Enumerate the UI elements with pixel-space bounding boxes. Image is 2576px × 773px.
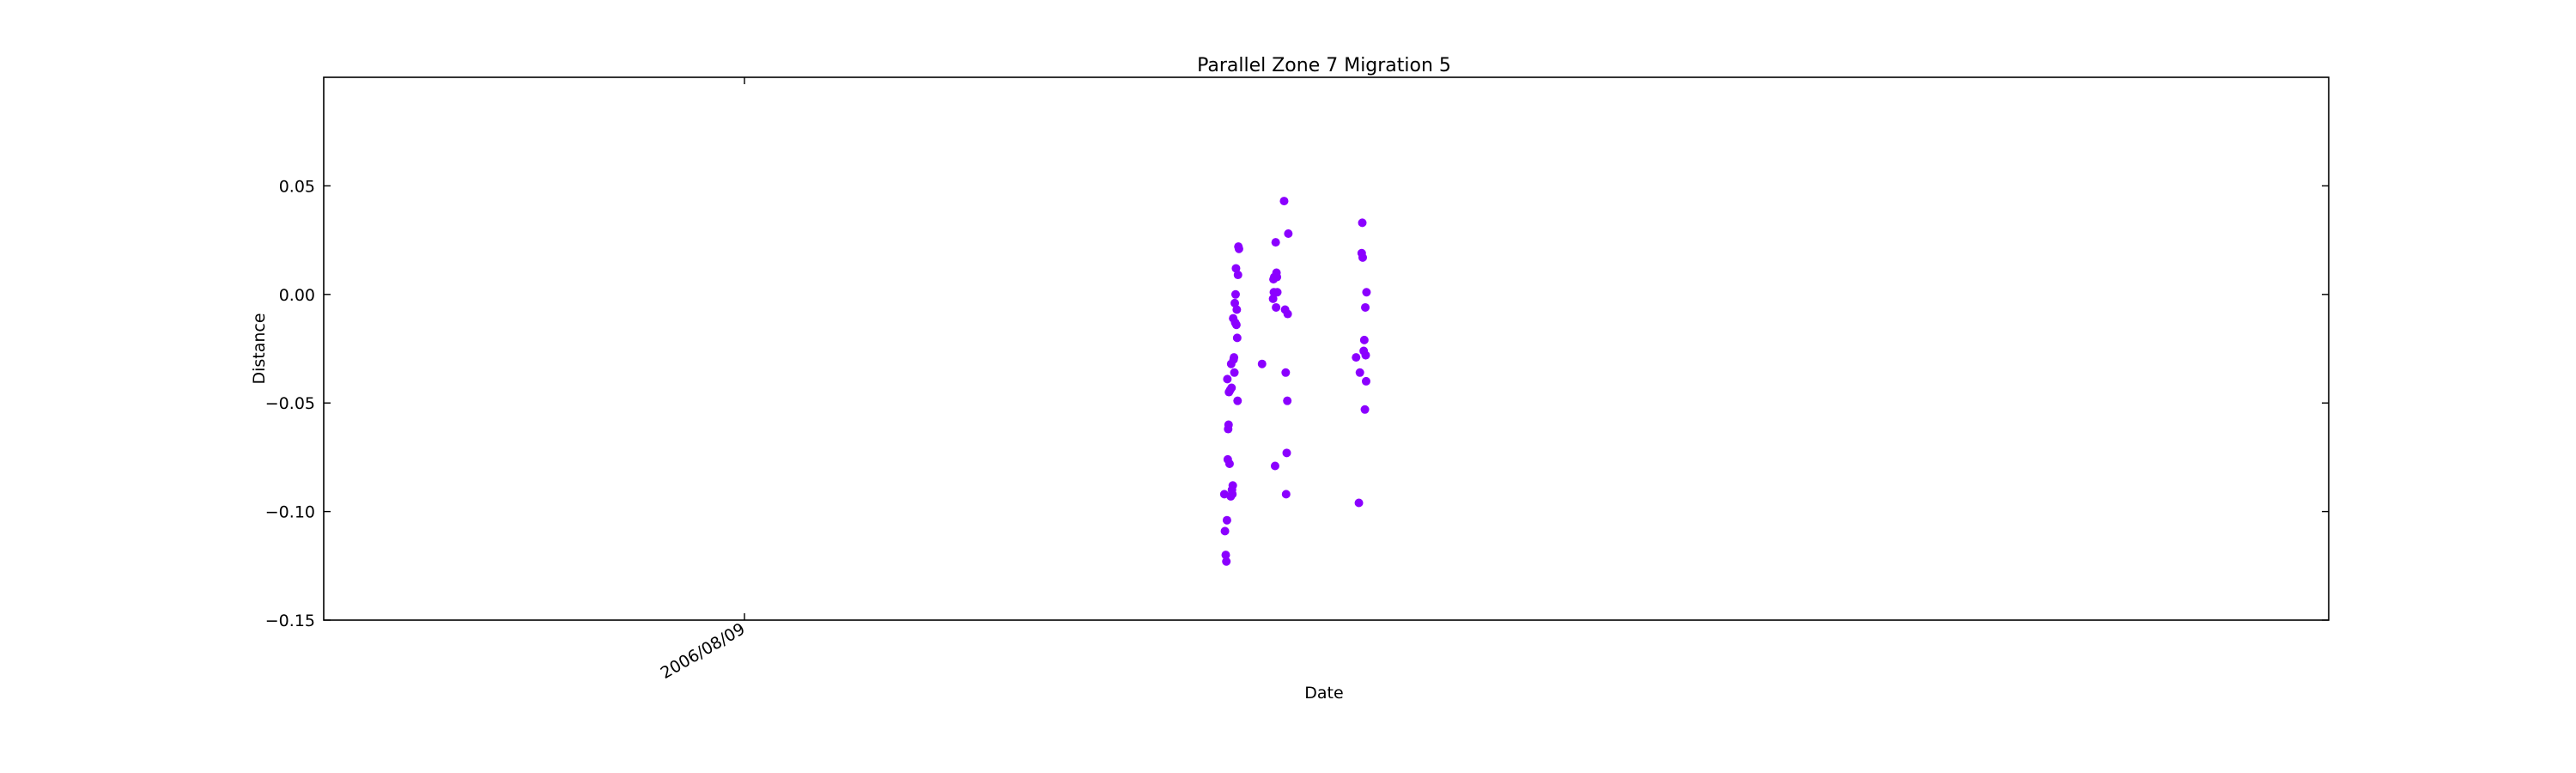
scatter-point [1233,271,1242,280]
scatter-point [1228,490,1237,499]
scatter-point [1231,264,1241,273]
scatter-point [1281,368,1291,377]
scatter-point [1228,481,1237,490]
scatter-point [1268,294,1278,303]
scatter-point [1361,376,1370,386]
scatter-point [1282,448,1291,458]
scatter-points [1219,197,1371,566]
scatter-point [1270,461,1279,471]
scatter-point [1232,305,1242,314]
scatter-point [1230,353,1239,362]
scatter-point [1279,197,1289,206]
scatter-point [1233,396,1242,405]
scatter-point [1227,383,1236,393]
scatter-point [1222,557,1231,566]
scatter-point [1283,396,1292,405]
x-axis-label: Date [1304,684,1343,703]
scatter-point [1361,350,1370,360]
y-tick-label: −0.10 [265,503,315,522]
scatter-point [1358,253,1367,262]
scatter-point [1220,526,1230,536]
scatter-point [1273,272,1282,282]
scatter-point [1273,288,1282,297]
scatter-point [1234,244,1243,253]
scatter-point [1224,459,1234,468]
y-tick-label: 0.05 [279,177,315,196]
scatter-point [1222,515,1231,525]
scatter-point [1230,368,1239,377]
y-tick-label: −0.15 [265,612,315,630]
scatter-point [1257,359,1267,368]
scatter-point [1362,288,1371,297]
scatter-point [1281,490,1291,499]
scatter-point [1284,229,1293,239]
scatter-point [1360,405,1370,414]
x-axis-ticks: 2006/08/09 [658,77,749,683]
scatter-point [1361,302,1370,312]
chart-title: Parallel Zone 7 Migration 5 [1197,55,1451,76]
scatter-point [1352,353,1361,362]
y-axis-ticks: 0.05 0.00 −0.05 −0.10 −0.15 [265,177,2329,630]
y-tick-label: 0.00 [279,286,315,305]
scatter-point [1358,218,1367,228]
scatter-point [1354,498,1364,508]
scatter-point [1283,309,1292,319]
scatter-point [1271,238,1280,247]
scatter-point [1231,320,1241,330]
scatter-point [1272,302,1281,312]
scatter-point [1359,335,1369,344]
scatter-point [1223,374,1232,384]
y-tick-label: −0.05 [265,394,315,413]
y-axis-label: Distance [250,313,269,384]
plot-frame [323,76,2330,621]
scatter-point [1230,289,1240,299]
scatter-point [1230,298,1240,307]
x-tick-label: 2006/08/09 [658,619,749,683]
scatter-point [1355,368,1364,377]
scatter-point [1232,333,1242,343]
scatter-point [1221,551,1230,560]
scatter-point [1224,420,1233,429]
